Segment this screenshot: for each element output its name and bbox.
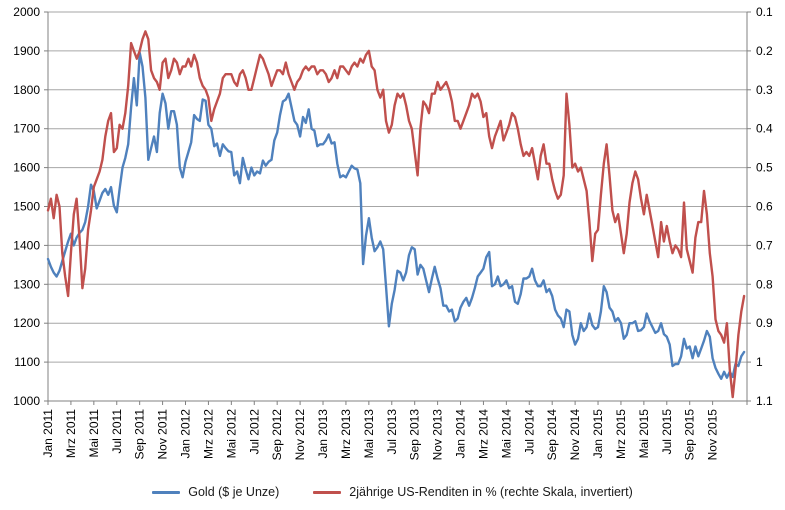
svg-text:Nov 2014: Nov 2014 [568,409,582,461]
svg-text:Jan 2013: Jan 2013 [316,409,330,459]
svg-text:1000: 1000 [13,394,40,408]
legend-item-yields: 2jährige US-Renditen in % (rechte Skala,… [313,485,633,499]
svg-text:1600: 1600 [13,161,40,175]
y-axis-labels: 2000 0.1 1900 0.2 1800 0.3 1700 0.4 1600 0.5 1500 0… [13,5,773,408]
gold-series-swatch [152,490,181,494]
svg-text:1400: 1400 [13,238,40,252]
svg-text:Jul 2012: Jul 2012 [247,409,261,455]
svg-text:Jan 2012: Jan 2012 [179,409,193,459]
yields-line [46,30,746,399]
svg-text:Mrz 2011: Mrz 2011 [64,409,78,458]
svg-text:Nov 2013: Nov 2013 [431,409,445,461]
svg-text:Mrz 2015: Mrz 2015 [614,409,628,459]
svg-text:Mai 2014: Mai 2014 [499,409,513,459]
svg-text:0.1: 0.1 [756,5,773,19]
svg-text:1300: 1300 [13,277,40,291]
svg-text:Jul 2011: Jul 2011 [110,409,124,454]
svg-text:Mai 2011: Mai 2011 [87,409,101,458]
svg-text:Mai 2015: Mai 2015 [637,409,651,459]
svg-text:1700: 1700 [13,122,40,136]
svg-text:Jan 2015: Jan 2015 [591,409,605,459]
svg-text:Mai 2012: Mai 2012 [224,409,238,459]
svg-text:Jul 2015: Jul 2015 [660,409,674,455]
svg-text:Jan 2011: Jan 2011 [41,409,55,458]
svg-text:1500: 1500 [13,200,40,214]
svg-text:Mrz 2014: Mrz 2014 [476,409,490,459]
svg-text:Sep 2014: Sep 2014 [545,409,559,461]
svg-text:Jan 2014: Jan 2014 [454,409,468,459]
svg-text:0.9: 0.9 [756,316,773,330]
svg-text:0.3: 0.3 [756,83,773,97]
chart-canvas: 2000 0.1 1900 0.2 1800 0.3 1700 0.4 1600 0.5 1500 0… [13,5,773,461]
gold-line [46,51,746,380]
legend: Gold ($ je Unze) 2jährige US-Renditen in… [0,478,785,506]
svg-text:Mrz 2012: Mrz 2012 [201,409,215,459]
svg-text:0.6: 0.6 [756,200,773,214]
svg-text:1900: 1900 [13,44,40,58]
svg-text:0.4: 0.4 [756,122,773,136]
legend-item-gold: Gold ($ je Unze) [152,485,279,499]
svg-text:Nov 2015: Nov 2015 [706,409,720,461]
svg-text:Mrz 2013: Mrz 2013 [339,409,353,459]
svg-text:Jul 2013: Jul 2013 [385,409,399,455]
svg-text:1.1: 1.1 [756,394,773,408]
svg-text:Nov 2012: Nov 2012 [293,409,307,461]
yields-series-swatch [313,490,342,494]
svg-text:0.7: 0.7 [756,238,773,252]
svg-text:2000: 2000 [13,5,40,19]
svg-text:Mai 2013: Mai 2013 [362,409,376,459]
x-axis-labels: Jan 2011 Mrz 2011 Mai 2011 Jul 2011 Sep 2011… [41,401,748,461]
svg-text:Jul 2014: Jul 2014 [522,409,536,455]
svg-text:Sep 2013: Sep 2013 [408,409,422,461]
svg-text:1100: 1100 [14,355,40,369]
legend-label-gold: Gold ($ je Unze) [188,485,280,499]
svg-text:1: 1 [756,355,763,369]
legend-label-yields: 2jährige US-Renditen in % (rechte Skala,… [349,485,633,499]
svg-text:Sep 2012: Sep 2012 [270,409,284,461]
svg-text:Sep 2011: Sep 2011 [133,409,147,460]
svg-text:Sep 2015: Sep 2015 [683,409,697,461]
svg-text:0.8: 0.8 [756,277,773,291]
svg-text:0.2: 0.2 [756,44,773,58]
svg-text:0.5: 0.5 [756,161,773,175]
svg-text:Nov 2011: Nov 2011 [156,409,170,460]
svg-text:1800: 1800 [13,83,40,97]
svg-text:1200: 1200 [13,316,40,330]
